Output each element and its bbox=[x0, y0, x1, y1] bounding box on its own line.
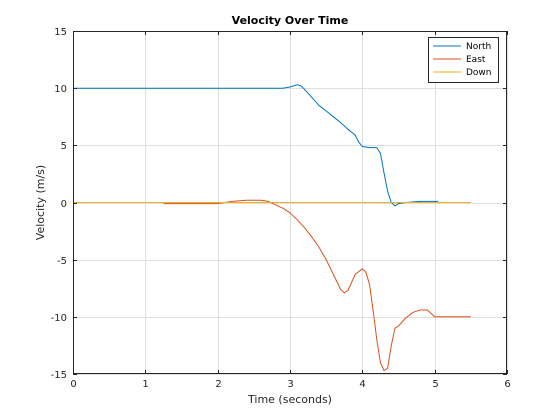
legend-label-down: Down bbox=[466, 68, 492, 78]
legend: North East Down bbox=[428, 37, 499, 83]
y-tick-label: -15 bbox=[51, 370, 67, 381]
series-line-north bbox=[73, 84, 439, 207]
y-tick-label: 5 bbox=[61, 141, 67, 152]
legend-label-north: North bbox=[466, 42, 491, 52]
series-layer bbox=[73, 84, 471, 372]
x-tick-label: 4 bbox=[359, 379, 365, 390]
x-tick-label: 0 bbox=[70, 379, 76, 390]
x-tick-label: 5 bbox=[432, 379, 438, 390]
x-tick-label: 1 bbox=[142, 379, 148, 390]
y-tick-label: 15 bbox=[54, 27, 67, 38]
legend-box bbox=[428, 37, 499, 83]
x-tick-label: 6 bbox=[504, 379, 510, 390]
chart-title: Velocity Over Time bbox=[232, 14, 349, 27]
legend-label-east: East bbox=[466, 55, 486, 65]
y-tick-label: 10 bbox=[54, 84, 67, 95]
y-tick-label: 0 bbox=[61, 199, 67, 210]
y-tick-label: -10 bbox=[51, 313, 67, 324]
x-tick-label: 3 bbox=[287, 379, 293, 390]
tick-layer: 0 1 2 3 4 5 6 -15 -10 -5 0 5 10 15 bbox=[51, 27, 511, 390]
y-axis-label: Velocity (m/s) bbox=[34, 165, 47, 240]
y-tick-label: -5 bbox=[57, 256, 67, 267]
x-tick-label: 2 bbox=[215, 379, 221, 390]
series-line-east bbox=[163, 199, 471, 372]
x-axis-label: Time (seconds) bbox=[247, 393, 332, 406]
